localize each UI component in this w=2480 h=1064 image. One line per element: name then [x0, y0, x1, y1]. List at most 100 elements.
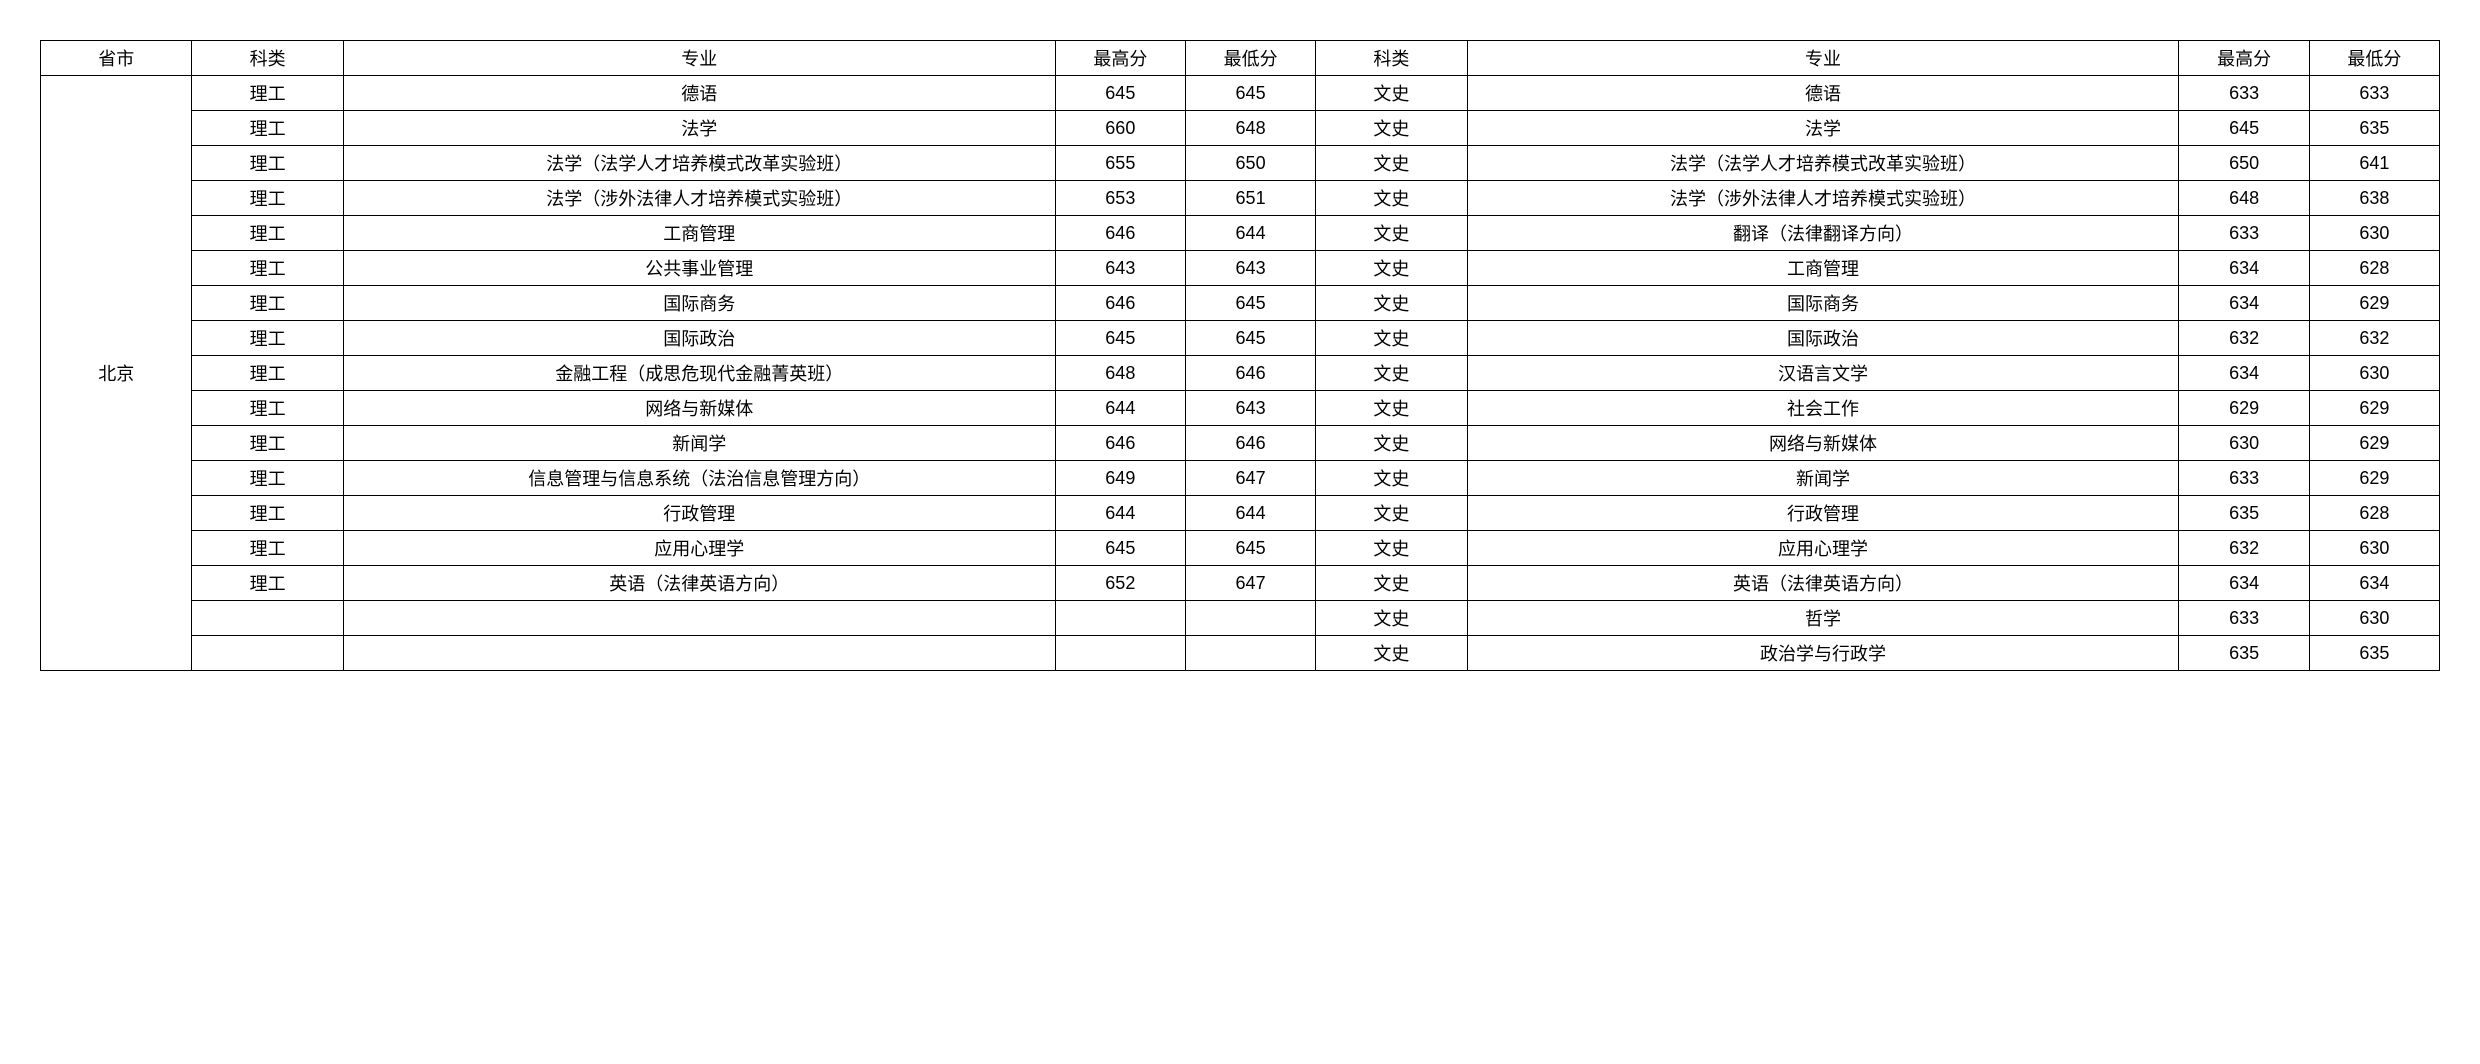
category-cell: 理工 — [192, 496, 343, 531]
min-score-cell: 647 — [1185, 566, 1315, 601]
major-cell: 英语（法律英语方向） — [343, 566, 1055, 601]
category-cell: 文史 — [1316, 601, 1467, 636]
max-score-cell — [1055, 636, 1185, 671]
major-cell: 法学（涉外法律人才培养模式实验班） — [343, 181, 1055, 216]
category-cell: 文史 — [1316, 391, 1467, 426]
table-row: 理工法学（涉外法律人才培养模式实验班）653651文史法学（涉外法律人才培养模式… — [41, 181, 2440, 216]
max-score-cell: 646 — [1055, 286, 1185, 321]
category-cell: 文史 — [1316, 496, 1467, 531]
category-cell: 理工 — [192, 356, 343, 391]
max-score-cell: 655 — [1055, 146, 1185, 181]
min-score-cell: 643 — [1185, 391, 1315, 426]
table-row: 理工工商管理646644文史翻译（法律翻译方向）633630 — [41, 216, 2440, 251]
major-cell: 政治学与行政学 — [1467, 636, 2179, 671]
header-max-left: 最高分 — [1055, 41, 1185, 76]
min-score-cell: 644 — [1185, 496, 1315, 531]
max-score-cell: 632 — [2179, 531, 2309, 566]
major-cell: 翻译（法律翻译方向） — [1467, 216, 2179, 251]
major-cell — [343, 636, 1055, 671]
category-cell: 文史 — [1316, 531, 1467, 566]
header-min-left: 最低分 — [1185, 41, 1315, 76]
major-cell: 德语 — [343, 76, 1055, 111]
max-score-cell: 634 — [2179, 356, 2309, 391]
min-score-cell: 629 — [2309, 286, 2439, 321]
major-cell: 网络与新媒体 — [343, 391, 1055, 426]
category-cell: 理工 — [192, 181, 343, 216]
max-score-cell: 652 — [1055, 566, 1185, 601]
min-score-cell — [1185, 636, 1315, 671]
category-cell: 文史 — [1316, 356, 1467, 391]
category-cell: 理工 — [192, 216, 343, 251]
major-cell: 行政管理 — [1467, 496, 2179, 531]
max-score-cell: 648 — [2179, 181, 2309, 216]
major-cell: 法学（法学人才培养模式改革实验班） — [343, 146, 1055, 181]
min-score-cell: 630 — [2309, 531, 2439, 566]
table-row: 理工金融工程（成思危现代金融菁英班）648646文史汉语言文学634630 — [41, 356, 2440, 391]
category-cell: 理工 — [192, 391, 343, 426]
header-province: 省市 — [41, 41, 192, 76]
max-score-cell: 649 — [1055, 461, 1185, 496]
min-score-cell: 635 — [2309, 636, 2439, 671]
table-row: 文史政治学与行政学635635 — [41, 636, 2440, 671]
category-cell: 理工 — [192, 111, 343, 146]
table-row: 理工国际商务646645文史国际商务634629 — [41, 286, 2440, 321]
min-score-cell: 630 — [2309, 216, 2439, 251]
category-cell: 理工 — [192, 286, 343, 321]
major-cell — [343, 601, 1055, 636]
table-row: 理工英语（法律英语方向）652647文史英语（法律英语方向）634634 — [41, 566, 2440, 601]
category-cell: 文史 — [1316, 426, 1467, 461]
max-score-cell: 650 — [2179, 146, 2309, 181]
table-row: 北京理工德语645645文史德语633633 — [41, 76, 2440, 111]
category-cell: 理工 — [192, 461, 343, 496]
category-cell: 理工 — [192, 321, 343, 356]
category-cell — [192, 636, 343, 671]
major-cell: 国际政治 — [1467, 321, 2179, 356]
min-score-cell: 648 — [1185, 111, 1315, 146]
header-category-right: 科类 — [1316, 41, 1467, 76]
max-score-cell — [1055, 601, 1185, 636]
major-cell: 网络与新媒体 — [1467, 426, 2179, 461]
min-score-cell: 647 — [1185, 461, 1315, 496]
max-score-cell: 646 — [1055, 216, 1185, 251]
major-cell: 国际政治 — [343, 321, 1055, 356]
header-max-right: 最高分 — [2179, 41, 2309, 76]
max-score-cell: 660 — [1055, 111, 1185, 146]
min-score-cell: 646 — [1185, 426, 1315, 461]
major-cell: 工商管理 — [1467, 251, 2179, 286]
category-cell: 理工 — [192, 76, 343, 111]
major-cell: 法学（法学人才培养模式改革实验班） — [1467, 146, 2179, 181]
table-row: 理工法学（法学人才培养模式改革实验班）655650文史法学（法学人才培养模式改革… — [41, 146, 2440, 181]
header-min-right: 最低分 — [2309, 41, 2439, 76]
table-row: 文史哲学633630 — [41, 601, 2440, 636]
major-cell: 信息管理与信息系统（法治信息管理方向） — [343, 461, 1055, 496]
major-cell: 哲学 — [1467, 601, 2179, 636]
category-cell: 理工 — [192, 426, 343, 461]
header-major-left: 专业 — [343, 41, 1055, 76]
admission-score-table: 省市 科类 专业 最高分 最低分 科类 专业 最高分 最低分 北京理工德语645… — [40, 40, 2440, 671]
max-score-cell: 645 — [1055, 531, 1185, 566]
province-cell: 北京 — [41, 76, 192, 671]
min-score-cell: 629 — [2309, 391, 2439, 426]
max-score-cell: 643 — [1055, 251, 1185, 286]
major-cell: 法学 — [1467, 111, 2179, 146]
max-score-cell: 644 — [1055, 391, 1185, 426]
max-score-cell: 633 — [2179, 461, 2309, 496]
min-score-cell: 645 — [1185, 286, 1315, 321]
table-row: 理工行政管理644644文史行政管理635628 — [41, 496, 2440, 531]
major-cell: 新闻学 — [343, 426, 1055, 461]
major-cell: 应用心理学 — [343, 531, 1055, 566]
min-score-cell: 630 — [2309, 356, 2439, 391]
min-score-cell — [1185, 601, 1315, 636]
max-score-cell: 630 — [2179, 426, 2309, 461]
min-score-cell: 644 — [1185, 216, 1315, 251]
min-score-cell: 638 — [2309, 181, 2439, 216]
category-cell: 文史 — [1316, 181, 1467, 216]
max-score-cell: 634 — [2179, 251, 2309, 286]
table-row: 理工应用心理学645645文史应用心理学632630 — [41, 531, 2440, 566]
major-cell: 国际商务 — [1467, 286, 2179, 321]
header-major-right: 专业 — [1467, 41, 2179, 76]
header-category-left: 科类 — [192, 41, 343, 76]
category-cell: 文史 — [1316, 111, 1467, 146]
min-score-cell: 629 — [2309, 461, 2439, 496]
category-cell: 文史 — [1316, 251, 1467, 286]
